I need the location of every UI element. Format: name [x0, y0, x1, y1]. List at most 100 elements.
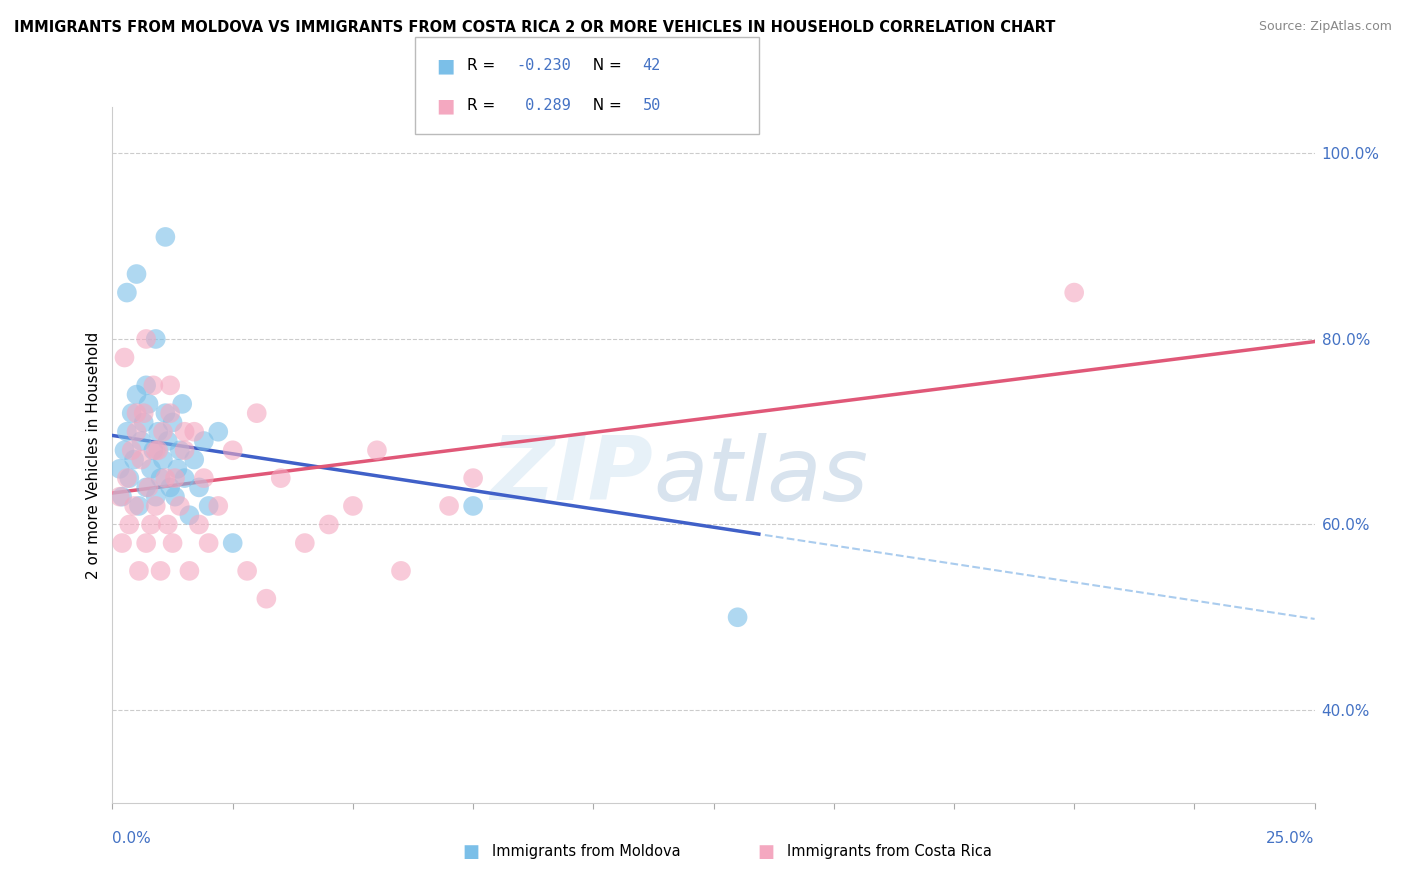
Point [461, 471, 484, 485]
Point [155, 406, 177, 420]
Point [159, 480, 181, 494]
Point [122, 499, 145, 513]
Point [135, 378, 157, 392]
Point [188, 517, 211, 532]
Point [169, 499, 191, 513]
Point [125, 387, 148, 401]
Text: atlas: atlas [654, 433, 869, 519]
Text: ■: ■ [436, 56, 454, 75]
Point [108, 490, 131, 504]
Point [115, 285, 138, 300]
Point [115, 425, 138, 439]
Point [294, 536, 316, 550]
Point [108, 462, 131, 476]
Point [114, 351, 136, 365]
Point [139, 462, 162, 476]
Text: R =: R = [467, 58, 501, 73]
Point [118, 471, 141, 485]
Text: IMMIGRANTS FROM MOLDOVA VS IMMIGRANTS FROM COSTA RICA 2 OR MORE VEHICLES IN HOUS: IMMIGRANTS FROM MOLDOVA VS IMMIGRANTS FR… [14, 20, 1056, 35]
Point [222, 443, 245, 458]
Text: 42: 42 [643, 58, 661, 73]
Point [222, 536, 245, 550]
Point [155, 471, 177, 485]
Text: ■: ■ [463, 843, 479, 861]
Point [183, 425, 205, 439]
Point [159, 406, 181, 420]
Point [156, 517, 179, 532]
Point [156, 434, 179, 448]
Y-axis label: 2 or more Vehicles in Household: 2 or more Vehicles in Household [86, 331, 101, 579]
Point [145, 490, 167, 504]
Point [270, 471, 292, 485]
Point [145, 499, 167, 513]
Point [115, 471, 138, 485]
Point [162, 536, 184, 550]
Point [254, 591, 277, 606]
Point [236, 564, 259, 578]
Text: ■: ■ [436, 96, 454, 115]
Point [173, 471, 195, 485]
Point [366, 443, 388, 458]
Point [179, 508, 201, 523]
Point [146, 443, 169, 458]
Point [155, 230, 177, 244]
Point [727, 610, 749, 624]
Point [135, 480, 157, 494]
Text: -0.230: -0.230 [516, 58, 571, 73]
Point [152, 452, 174, 467]
Point [135, 536, 157, 550]
Point [145, 332, 167, 346]
Point [166, 462, 188, 476]
Point [188, 480, 211, 494]
Text: 0.0%: 0.0% [112, 830, 152, 846]
Text: 25.0%: 25.0% [1267, 830, 1315, 846]
Text: ZIP: ZIP [491, 433, 654, 519]
Point [121, 443, 143, 458]
Point [246, 406, 269, 420]
Point [125, 406, 148, 420]
Text: Immigrants from Moldova: Immigrants from Moldova [492, 845, 681, 859]
Point [114, 443, 136, 458]
Point [197, 499, 219, 513]
Point [173, 425, 195, 439]
Point [121, 406, 143, 420]
Point [145, 443, 167, 458]
Point [149, 471, 172, 485]
Point [163, 471, 186, 485]
Point [461, 499, 484, 513]
Point [389, 564, 412, 578]
Point [146, 425, 169, 439]
Point [1063, 285, 1085, 300]
Text: N =: N = [583, 98, 627, 113]
Text: 50: 50 [643, 98, 661, 113]
Point [131, 434, 153, 448]
Text: R =: R = [467, 98, 501, 113]
Point [318, 517, 340, 532]
Point [193, 471, 215, 485]
Point [128, 499, 150, 513]
Point [132, 406, 155, 420]
Point [132, 416, 155, 430]
Point [111, 490, 134, 504]
Point [159, 378, 181, 392]
Text: Immigrants from Costa Rica: Immigrants from Costa Rica [787, 845, 993, 859]
Point [152, 425, 174, 439]
Point [139, 517, 162, 532]
Point [149, 564, 172, 578]
Point [138, 480, 160, 494]
Point [135, 332, 157, 346]
Text: Source: ZipAtlas.com: Source: ZipAtlas.com [1258, 20, 1392, 33]
Point [162, 416, 184, 430]
Point [183, 452, 205, 467]
Point [118, 517, 141, 532]
Point [197, 536, 219, 550]
Point [437, 499, 460, 513]
Point [207, 499, 229, 513]
Point [207, 425, 229, 439]
Text: N =: N = [583, 58, 627, 73]
Point [125, 267, 148, 281]
Point [128, 564, 150, 578]
Point [142, 378, 165, 392]
Point [179, 564, 201, 578]
Point [125, 425, 148, 439]
